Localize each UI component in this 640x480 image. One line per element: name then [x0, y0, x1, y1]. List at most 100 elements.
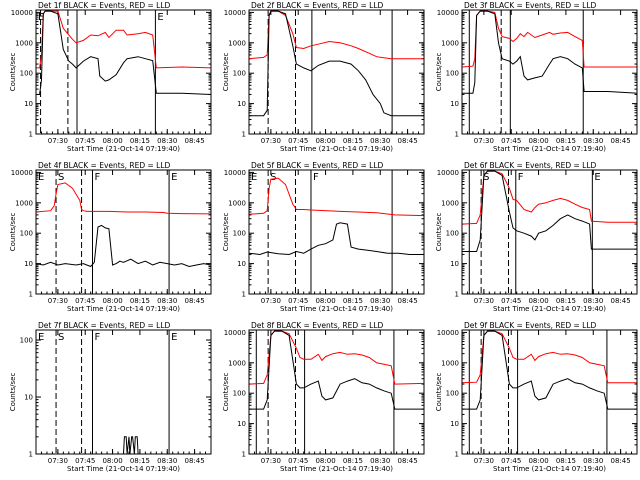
y-tick-label: 1: [455, 131, 459, 139]
chart-panel-1: Det 1f BLACK = Events, RED = LLD 1 10 100 10…: [9, 1, 212, 153]
plot-frame: [35, 329, 212, 455]
x-axis-label: Start Time (21-Oct-14 07:19:40): [67, 145, 180, 153]
y-tick-label: 100: [20, 337, 33, 345]
x-tick-label: 07:30: [261, 457, 281, 465]
y-tick-label: 1: [29, 451, 33, 459]
x-tick-label: 08:45: [611, 457, 631, 465]
x-tick-label: 07:45: [501, 457, 521, 465]
plot-frame: [461, 169, 638, 295]
series-line-lld: [249, 330, 424, 385]
plot-frame: [248, 9, 425, 135]
chart-title: Det 3f BLACK = Events, RED = LLD: [464, 1, 597, 10]
x-axis-label: Start Time (21-Oct-14 07:19:40): [67, 305, 180, 313]
x-tick-label: 08:45: [611, 297, 631, 305]
time-marker-label: E: [38, 12, 44, 23]
series-line-lld: [462, 10, 637, 68]
y-tick-label: 10000: [437, 9, 459, 17]
chart-panel-8: Det 8f BLACK = Events, RED = LLD 1 10 100 10…: [222, 321, 425, 473]
y-tick-label: 1: [242, 291, 246, 299]
time-marker-label: E: [171, 172, 177, 183]
x-tick-label: 08:30: [583, 297, 603, 305]
y-tick-label: 1000: [228, 39, 246, 47]
time-marker-label: S: [270, 172, 276, 183]
plot-frame: [248, 329, 425, 455]
y-tick-label: 10000: [224, 9, 246, 17]
x-tick-label: 08:00: [528, 137, 548, 145]
x-tick-label: 08:15: [556, 297, 576, 305]
x-tick-label: 08:15: [556, 457, 576, 465]
x-axis-label: Start Time (21-Oct-14 07:19:40): [493, 465, 606, 473]
x-tick-label: 08:45: [185, 457, 205, 465]
x-tick-label: 07:45: [288, 457, 308, 465]
series-line-events: [249, 330, 424, 410]
y-axis-label: Counts/sec: [435, 53, 443, 92]
time-marker-label: F: [95, 332, 101, 343]
x-tick-label: 08:30: [583, 457, 603, 465]
plot-frame: [35, 9, 212, 135]
x-tick-label: 08:00: [315, 457, 335, 465]
x-axis-label: Start Time (21-Oct-14 07:19:40): [493, 145, 606, 153]
series-line-events: [462, 170, 637, 252]
y-axis-label: Counts/sec: [222, 373, 230, 412]
y-tick-label: 10: [237, 260, 246, 268]
x-tick-label: 08:30: [370, 457, 390, 465]
y-axis-label: Counts/sec: [222, 53, 230, 92]
x-tick-label: 08:45: [185, 297, 205, 305]
series-line-events: [462, 10, 637, 94]
chart-title: Det 5f BLACK = Events, RED = LLD: [251, 161, 384, 170]
y-tick-label: 100: [233, 70, 246, 78]
time-marker-label: E: [38, 172, 44, 183]
chart-panel-4: Det 4f BLACK = Events, RED = LLD 1 10 100 10…: [9, 161, 212, 313]
y-tick-label: 10000: [11, 169, 33, 177]
chart-panel-6: Det 6f BLACK = Events, RED = LLD 1 10 100 10…: [435, 161, 638, 313]
chart-panel-5: Det 5f BLACK = Events, RED = LLD 1 10 100 10…: [222, 161, 425, 313]
x-tick-label: 08:45: [398, 457, 418, 465]
x-tick-label: 07:30: [261, 297, 281, 305]
x-axis-label: Start Time (21-Oct-14 07:19:40): [493, 305, 606, 313]
x-tick-label: 08:30: [157, 297, 177, 305]
y-tick-label: 1: [242, 451, 246, 459]
x-tick-label: 07:30: [474, 297, 494, 305]
x-tick-label: 08:15: [343, 297, 363, 305]
y-tick-label: 100: [446, 70, 459, 78]
series-line-lld: [249, 10, 424, 60]
x-axis-label: Start Time (21-Oct-14 07:19:40): [280, 465, 393, 473]
x-tick-label: 07:45: [501, 137, 521, 145]
x-tick-label: 08:00: [102, 297, 122, 305]
y-tick-label: 1000: [228, 199, 246, 207]
x-tick-label: 08:45: [185, 137, 205, 145]
chart-title: Det 7f BLACK = Events, RED = LLD: [38, 321, 171, 330]
x-tick-label: 08:15: [343, 137, 363, 145]
series-line-lld: [249, 177, 424, 217]
x-tick-label: 07:45: [501, 297, 521, 305]
x-tick-label: 08:00: [528, 457, 548, 465]
time-marker-label: S: [58, 332, 64, 343]
time-marker-label: E: [38, 332, 44, 343]
chart-title: Det 2f BLACK = Events, RED = LLD: [251, 1, 384, 10]
x-tick-label: 07:30: [48, 457, 68, 465]
x-axis-label: Start Time (21-Oct-14 07:19:40): [280, 145, 393, 153]
y-tick-label: 10: [450, 260, 459, 268]
chart-panel-3: Det 3f BLACK = Events, RED = LLD 1 10 100 10…: [435, 1, 638, 153]
chart-panel-2: Det 2f BLACK = Events, RED = LLD 1 10 100 10…: [222, 1, 425, 153]
x-tick-label: 08:45: [398, 137, 418, 145]
chart-title: Det 6f BLACK = Events, RED = LLD: [464, 161, 597, 170]
series-line-events: [249, 222, 424, 256]
x-tick-label: 07:45: [75, 137, 95, 145]
x-tick-label: 07:45: [288, 297, 308, 305]
y-tick-label: 10000: [224, 169, 246, 177]
series-line-lld: [462, 330, 637, 384]
y-tick-label: 10: [24, 100, 33, 108]
x-tick-label: 07:30: [261, 137, 281, 145]
y-tick-label: 1: [455, 291, 459, 299]
x-tick-label: 07:45: [288, 137, 308, 145]
plot-frame: [248, 169, 425, 295]
x-tick-label: 07:30: [474, 137, 494, 145]
y-axis-label: Counts/sec: [9, 213, 17, 252]
time-marker-label: E: [251, 172, 257, 183]
x-tick-label: 08:15: [343, 457, 363, 465]
y-tick-label: 100: [233, 230, 246, 238]
chart-panel-9: Det 9f BLACK = Events, RED = LLD 1 10 100 10…: [435, 321, 638, 473]
series-line-events: [462, 330, 637, 410]
y-tick-label: 100: [233, 390, 246, 398]
